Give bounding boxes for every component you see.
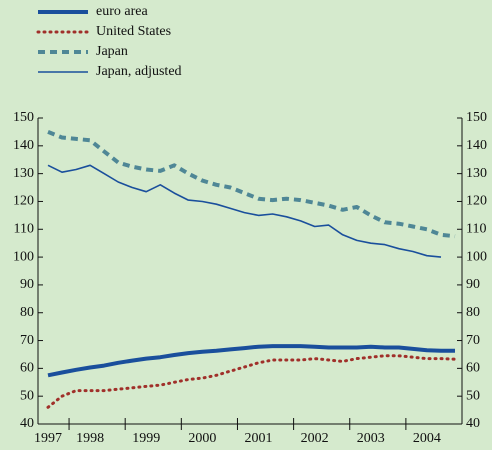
y2-tick-label: 150: [466, 110, 487, 125]
legend-label: Japan, adjusted: [96, 64, 182, 79]
legend-label: United States: [96, 24, 171, 39]
y-tick-label: 150: [13, 110, 34, 125]
y2-tick-label: 110: [466, 221, 486, 236]
y-tick-label: 60: [20, 361, 34, 376]
x-tick-label: 2004: [413, 431, 441, 446]
x-tick-label: 2003: [357, 431, 385, 446]
line-series: [47, 130, 456, 239]
legend-label: euro area: [96, 4, 148, 19]
y-tick-label: 90: [20, 277, 34, 292]
y-tick-label: 50: [20, 388, 34, 403]
x-tick-label: 1999: [132, 431, 160, 446]
y2-tick-label: 40: [466, 416, 480, 431]
y2-tick-label: 90: [466, 277, 480, 292]
y2-tick-label: 130: [466, 166, 487, 181]
y2-tick-label: 80: [466, 305, 480, 320]
y2-tick-label: 60: [466, 361, 480, 376]
y-tick-label: 100: [13, 249, 34, 264]
x-tick-label: 2001: [245, 431, 273, 446]
legend-label: Japan: [96, 44, 128, 59]
line-series: [47, 344, 455, 378]
y-tick-label: 130: [13, 166, 34, 181]
y-tick-label: 40: [20, 416, 34, 431]
y2-tick-label: 50: [466, 388, 480, 403]
y-tick-label: 110: [14, 221, 34, 236]
y2-tick-label: 140: [466, 138, 487, 153]
line-series: [46, 354, 457, 409]
x-tick-label: 1997: [34, 431, 62, 446]
y2-tick-label: 120: [466, 194, 487, 209]
x-tick-label: 2002: [301, 431, 329, 446]
y-tick-label: 140: [13, 138, 34, 153]
y-tick-label: 120: [13, 194, 34, 209]
y2-tick-label: 100: [466, 249, 487, 264]
y-tick-label: 70: [20, 333, 34, 348]
x-tick-label: 1998: [76, 431, 104, 446]
y2-tick-label: 70: [466, 333, 480, 348]
y-tick-label: 80: [20, 305, 34, 320]
x-tick-label: 2000: [188, 431, 216, 446]
line-series: [47, 164, 442, 258]
